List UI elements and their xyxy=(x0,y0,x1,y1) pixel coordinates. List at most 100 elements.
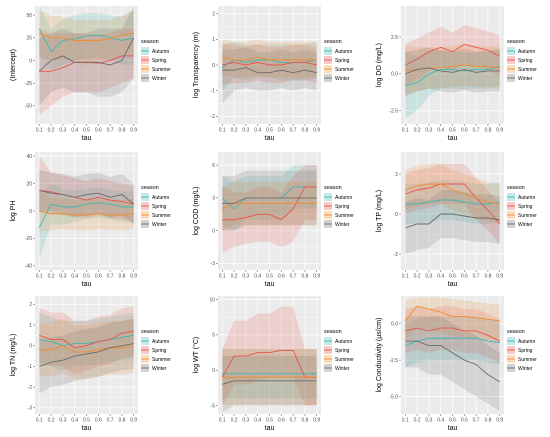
y-tick-label: -3 xyxy=(211,261,216,267)
x-tick-label: 0.3 xyxy=(242,128,249,134)
x-tick-label: 0.7 xyxy=(473,418,480,424)
x-tick-label: 0.2 xyxy=(414,128,421,134)
ci-ribbon-summer xyxy=(222,39,317,78)
y-tick-label: 0 xyxy=(29,209,32,215)
series-line-spring xyxy=(405,183,501,225)
y-tick-label: 6 xyxy=(212,163,215,169)
ci-ribbon-winter xyxy=(222,47,317,104)
legend-label: Winter xyxy=(335,222,350,228)
ci-ribbon-spring xyxy=(39,28,134,115)
legend-title: season xyxy=(324,329,342,335)
legend-label: Autumn xyxy=(335,195,352,201)
legend-label: Summer xyxy=(152,67,171,73)
x-tick-label: 0.8 xyxy=(484,128,491,134)
legend-label: Spring xyxy=(335,204,350,210)
x-tick-label: 0.3 xyxy=(59,274,66,280)
chart-panel: -5 0 5 10 0.1 0.2 0.3 0.4 0.5 0.6 0.7 0.8 0.9 tau log … xyxy=(186,292,369,437)
ci-ribbon-autumn xyxy=(39,6,134,70)
x-tick-label: 0.3 xyxy=(242,418,249,424)
y-tick-label: 1 xyxy=(29,323,32,329)
x-tick-label: 0.2 xyxy=(414,274,421,280)
x-tick-label: 0.1 xyxy=(36,274,43,280)
y-tick-label: 3 xyxy=(212,196,215,202)
ci-ribbon-spring xyxy=(405,25,500,86)
x-tick-label: 0.6 xyxy=(95,274,102,280)
y-tick-label: -5 xyxy=(211,403,216,409)
legend-label: Winter xyxy=(152,76,167,82)
chart-panel: -50 -25 0 25 50 0.1 0.2 0.3 0.4 0.5 0.6 0.7 0.8 0.9 ta… xyxy=(3,2,186,147)
x-axis-title: tau xyxy=(448,281,458,288)
series-line-summer xyxy=(222,56,317,61)
legend-label: Winter xyxy=(335,76,350,82)
chart-svg: -40 -20 0 20 40 0.1 0.2 0.3 0.4 0.5 0.6 0.7 0.8 0.9 ta… xyxy=(10,152,171,288)
series-line-summer xyxy=(39,210,134,216)
legend-label: Summer xyxy=(335,357,354,363)
series-line-spring xyxy=(222,61,317,66)
series-line-winter xyxy=(222,197,317,204)
series-line-winter xyxy=(222,67,317,74)
chart-svg: -3 -2 -1 0 1 2 0.1 0.2 0.3 0.4 0.5 0.6 0.7 0.8 0.9 tau l… xyxy=(10,296,171,432)
x-tick-label: 0.2 xyxy=(231,418,238,424)
x-tick-label: 0.5 xyxy=(449,128,456,134)
y-tick-label: -2 xyxy=(394,252,399,258)
series-line-winter xyxy=(405,67,500,75)
series-line-autumn xyxy=(405,66,500,87)
ci-ribbon-spring xyxy=(39,306,134,375)
ci-ribbon-summer xyxy=(39,190,134,232)
series-line-spring xyxy=(39,189,134,205)
x-tick-label: 0.1 xyxy=(219,128,226,134)
y-tick-label: 2.5 xyxy=(391,35,398,41)
chart-svg: -2 -1 0 1 2 0.1 0.2 0.3 0.4 0.5 0.6 0.7 0.8 0.9 tau log… xyxy=(193,6,354,142)
x-tick-label: 0.9 xyxy=(313,418,320,424)
x-tick-label: 0.7 xyxy=(290,128,297,134)
ci-ribbon-autumn xyxy=(39,312,134,371)
legend-title: season xyxy=(141,185,159,191)
y-tick-label: -2.5 xyxy=(389,109,398,115)
legend-label: Summer xyxy=(518,357,537,363)
chart-svg: -2.5 0.0 2.5 0.1 0.2 0.3 0.4 0.5 0.6 0.7 0.8 0.9 tau… xyxy=(376,6,537,142)
y-tick-label: -1 xyxy=(28,364,33,370)
chart-svg: -3 0 3 6 0.1 0.2 0.3 0.4 0.5 0.6 0.7 0.8 0.9 tau log C… xyxy=(193,152,354,288)
legend-label: Summer xyxy=(152,357,171,363)
x-tick-label: 0.1 xyxy=(402,418,409,424)
x-tick-label: 0.7 xyxy=(290,274,297,280)
series-line-winter xyxy=(405,213,500,229)
y-tick-label: 25 xyxy=(26,36,32,42)
x-tick-label: 0.5 xyxy=(83,418,90,424)
y-tick-label: 0 xyxy=(212,63,215,69)
series-line-winter xyxy=(222,380,317,385)
x-tick-label: 0.5 xyxy=(266,418,273,424)
x-tick-label: 0.5 xyxy=(449,274,456,280)
y-tick-label: -5.0 xyxy=(389,394,398,400)
chart-panel: -2 -1 0 1 2 0.1 0.2 0.3 0.4 0.5 0.6 0.7 0.8 0.9 tau log… xyxy=(186,2,369,147)
legend-label: Autumn xyxy=(152,195,169,201)
series-line-winter xyxy=(405,340,500,383)
x-tick-label: 0.2 xyxy=(414,418,421,424)
x-axis-title: tau xyxy=(82,281,92,288)
legend-label: Winter xyxy=(518,366,533,372)
x-tick-label: 0.9 xyxy=(130,128,137,134)
legend-label: Spring xyxy=(152,58,167,64)
x-tick-label: 0.3 xyxy=(59,128,66,134)
y-tick-label: 2 xyxy=(212,11,215,17)
x-tick-label: 0.6 xyxy=(461,274,468,280)
series-line-autumn xyxy=(38,202,134,228)
x-tick-label: 0.9 xyxy=(496,128,503,134)
chart-svg: -50 -25 0 25 50 0.1 0.2 0.3 0.4 0.5 0.6 0.7 0.8 0.9 ta… xyxy=(10,6,171,142)
chart-svg: -5.0 -2.5 0.0 0.1 0.2 0.3 0.4 0.5 0.6 0.7 0.8 0.9 ta… xyxy=(376,296,537,432)
series-line-spring xyxy=(405,43,500,66)
legend-title: season xyxy=(507,329,525,335)
x-tick-label: 0.5 xyxy=(449,418,456,424)
y-tick-label: 1 xyxy=(212,37,215,43)
x-tick-label: 0.8 xyxy=(301,274,308,280)
x-tick-label: 0.1 xyxy=(36,418,43,424)
legend-label: Spring xyxy=(152,204,167,210)
x-tick-label: 0.9 xyxy=(313,128,320,134)
x-tick-label: 0.6 xyxy=(95,418,102,424)
x-tick-label: 0.1 xyxy=(402,274,409,280)
x-tick-label: 0.3 xyxy=(425,128,432,134)
y-tick-label: 10 xyxy=(209,297,215,303)
x-tick-label: 0.8 xyxy=(484,274,491,280)
legend-label: Spring xyxy=(335,348,350,354)
